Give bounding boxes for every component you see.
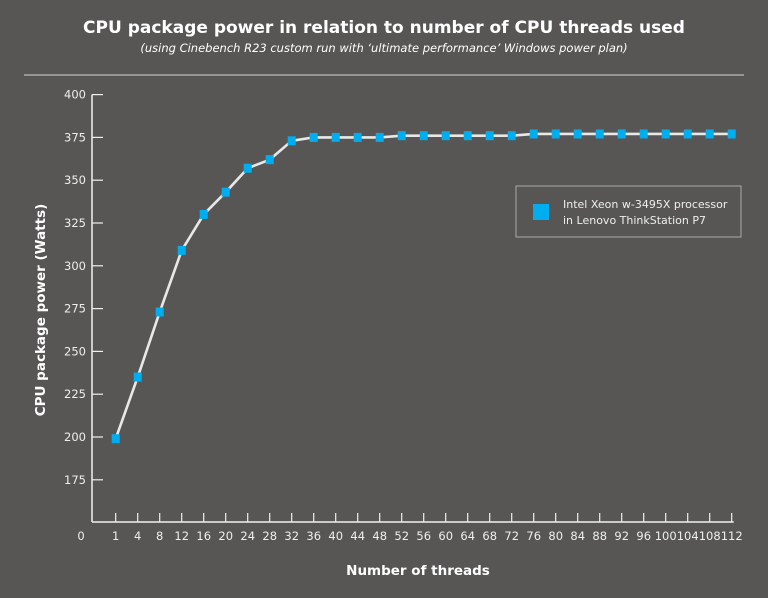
data-point [397,131,406,141]
chart-subtitle: (using Cinebench R23 custom run with ‘ul… [140,41,627,55]
x-tick-label: 40 [328,529,343,543]
y-tick-label: 175 [64,473,86,487]
y-tick-label: 300 [64,259,86,273]
x-tick-label: 92 [614,529,629,543]
legend-swatch [533,204,549,220]
x-tick-label: 112 [721,529,743,543]
y-tick-label: 350 [64,173,86,187]
x-tick-label: 48 [372,529,387,543]
x-tick-label: 0 [77,529,84,543]
legend: Intel Xeon w-3495X processor in Lenovo T… [515,185,742,238]
x-tick-label: 72 [504,529,519,543]
x-tick-label: 32 [284,529,299,543]
y-tick-label: 400 [64,88,86,102]
x-tick-label: 64 [460,529,475,543]
data-point [485,131,494,141]
data-point [441,131,450,141]
series-line [114,132,732,440]
data-point [419,131,428,141]
data-point [683,129,692,139]
data-point [265,155,274,165]
data-point [287,136,296,146]
data-point [463,131,472,141]
x-tick-label: 12 [174,529,189,543]
data-point [177,245,186,255]
data-point [529,129,538,139]
x-tick-label: 100 [655,529,677,543]
legend-box [515,185,742,238]
x-tick-label: 1 [112,529,119,543]
x-tick-label: 28 [262,529,277,543]
y-tick-label: 250 [64,344,86,358]
data-point [639,129,648,139]
data-point [353,132,362,142]
chart-title: CPU package power in relation to number … [83,18,685,38]
y-tick-label: 225 [64,387,86,401]
data-point [617,129,626,139]
data-point [111,434,120,444]
data-point [375,132,384,142]
data-point [199,209,208,219]
data-point [595,129,604,139]
x-tick-label: 104 [677,529,699,543]
x-tick-label: 96 [636,529,651,543]
data-point [133,372,142,382]
y-tick-label: 375 [64,130,86,144]
data-point [551,129,560,139]
y-axis-label: CPU package power (Watts) [33,204,49,417]
x-tick-label: 84 [570,529,585,543]
y-tick-label: 275 [64,302,86,316]
data-point [243,163,252,173]
x-tick-label: 108 [699,529,721,543]
x-axis-label: Number of threads [346,563,490,579]
x-tick-label: 24 [240,529,255,543]
x-tick-label: 76 [526,529,541,543]
x-tick-label: 52 [394,529,409,543]
data-point [573,129,582,139]
x-tick-label: 36 [306,529,321,543]
legend-label-line1: Intel Xeon w-3495X processor [563,198,728,211]
x-tick-label: 16 [196,529,211,543]
y-tick-label: 200 [64,430,86,444]
x-tick-label: 60 [438,529,453,543]
data-point [507,131,516,141]
x-tick-label: 8 [156,529,163,543]
x-tick-label: 4 [134,529,141,543]
data-point [727,129,736,139]
data-point [309,132,318,142]
data-point [331,132,340,142]
x-tick-label: 80 [548,529,563,543]
data-point [155,307,164,317]
data-point [661,129,670,139]
y-tick-label: 325 [64,216,86,230]
legend-label-line2: in Lenovo ThinkStation P7 [563,214,706,227]
x-tick-label: 20 [218,529,233,543]
x-tick-label: 88 [592,529,607,543]
x-tick-label: 44 [350,529,365,543]
x-tick-label: 56 [416,529,431,543]
data-point [221,187,230,197]
data-point [705,129,714,139]
x-tick-label: 68 [482,529,497,543]
